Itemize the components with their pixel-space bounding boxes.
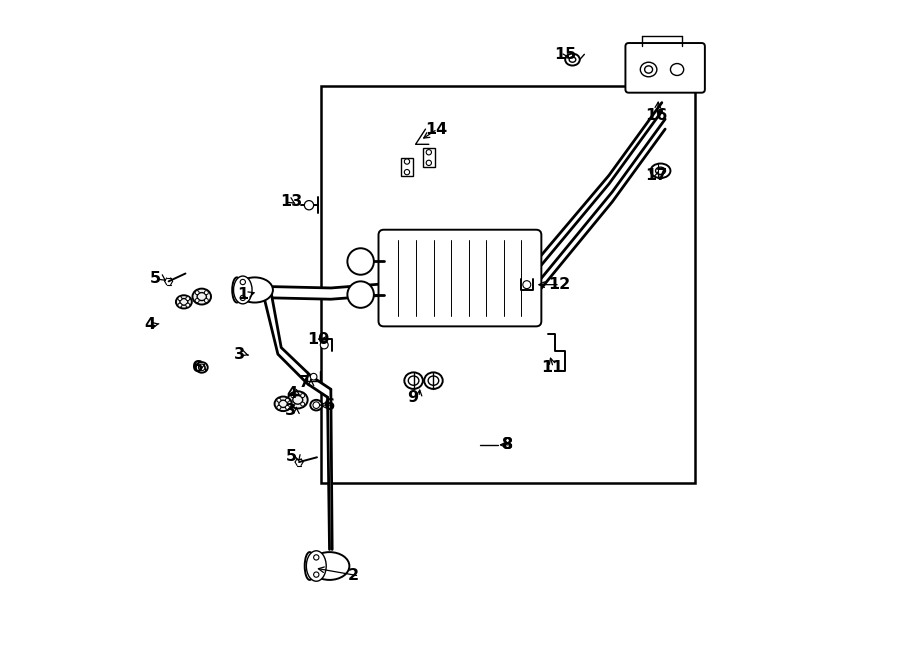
Text: 7: 7 bbox=[299, 375, 310, 390]
Circle shape bbox=[195, 291, 199, 295]
Ellipse shape bbox=[651, 164, 670, 178]
Ellipse shape bbox=[644, 66, 652, 73]
Circle shape bbox=[195, 299, 199, 303]
Text: 14: 14 bbox=[426, 122, 448, 136]
Circle shape bbox=[320, 341, 328, 349]
Circle shape bbox=[301, 402, 304, 406]
Text: 3: 3 bbox=[233, 347, 245, 361]
Ellipse shape bbox=[310, 400, 322, 410]
Polygon shape bbox=[536, 103, 662, 271]
Ellipse shape bbox=[274, 397, 292, 411]
Text: 10: 10 bbox=[308, 332, 330, 347]
Ellipse shape bbox=[306, 551, 326, 581]
Circle shape bbox=[523, 281, 531, 289]
Text: 6: 6 bbox=[192, 360, 202, 375]
Circle shape bbox=[240, 279, 246, 285]
Circle shape bbox=[204, 299, 208, 303]
Circle shape bbox=[304, 201, 313, 210]
FancyBboxPatch shape bbox=[379, 230, 542, 326]
Circle shape bbox=[178, 297, 182, 301]
Ellipse shape bbox=[569, 57, 576, 62]
Text: 6: 6 bbox=[324, 398, 336, 412]
Circle shape bbox=[404, 159, 410, 164]
Text: 9: 9 bbox=[407, 390, 418, 404]
Ellipse shape bbox=[232, 277, 241, 303]
Polygon shape bbox=[265, 293, 331, 397]
Bar bbox=[321, 86, 695, 483]
Ellipse shape bbox=[640, 62, 657, 77]
Text: 4: 4 bbox=[286, 387, 297, 401]
Circle shape bbox=[291, 394, 295, 398]
Circle shape bbox=[313, 555, 319, 560]
Text: 8: 8 bbox=[501, 438, 513, 452]
Circle shape bbox=[310, 373, 317, 380]
Circle shape bbox=[240, 295, 246, 301]
Circle shape bbox=[347, 281, 374, 308]
Circle shape bbox=[291, 402, 295, 406]
Circle shape bbox=[285, 399, 290, 402]
Circle shape bbox=[277, 399, 281, 402]
Text: 4: 4 bbox=[144, 317, 156, 332]
Ellipse shape bbox=[424, 372, 443, 389]
Circle shape bbox=[204, 291, 208, 295]
Ellipse shape bbox=[288, 391, 308, 408]
Ellipse shape bbox=[292, 396, 302, 404]
Circle shape bbox=[301, 394, 304, 398]
Circle shape bbox=[178, 303, 182, 307]
Text: 16: 16 bbox=[645, 109, 668, 123]
Polygon shape bbox=[274, 279, 410, 299]
Circle shape bbox=[427, 160, 431, 166]
Text: 17: 17 bbox=[645, 168, 668, 183]
Text: 1: 1 bbox=[237, 287, 248, 302]
Text: 13: 13 bbox=[281, 195, 302, 209]
Circle shape bbox=[198, 364, 205, 371]
Ellipse shape bbox=[237, 277, 273, 303]
Circle shape bbox=[404, 169, 410, 175]
Ellipse shape bbox=[428, 376, 438, 385]
FancyBboxPatch shape bbox=[626, 43, 705, 93]
Text: 11: 11 bbox=[542, 360, 563, 375]
Ellipse shape bbox=[193, 289, 211, 305]
Text: 3: 3 bbox=[284, 403, 295, 418]
Circle shape bbox=[277, 405, 281, 409]
Text: 5: 5 bbox=[150, 271, 161, 285]
Circle shape bbox=[185, 303, 190, 307]
Circle shape bbox=[185, 297, 190, 301]
Text: 5: 5 bbox=[286, 449, 297, 464]
Text: 2: 2 bbox=[347, 569, 358, 583]
Ellipse shape bbox=[565, 54, 580, 66]
Bar bbox=[423, 148, 435, 167]
Circle shape bbox=[313, 402, 320, 408]
Ellipse shape bbox=[310, 552, 349, 580]
Text: 15: 15 bbox=[554, 47, 577, 62]
Ellipse shape bbox=[196, 362, 208, 373]
Circle shape bbox=[427, 150, 431, 155]
Ellipse shape bbox=[409, 376, 419, 385]
Ellipse shape bbox=[670, 64, 684, 75]
Polygon shape bbox=[536, 119, 665, 295]
Ellipse shape bbox=[305, 552, 315, 580]
Ellipse shape bbox=[180, 299, 188, 305]
Ellipse shape bbox=[279, 400, 287, 407]
Circle shape bbox=[285, 405, 290, 409]
Polygon shape bbox=[328, 389, 332, 549]
Ellipse shape bbox=[176, 295, 192, 308]
Circle shape bbox=[347, 248, 374, 275]
Bar bbox=[401, 158, 413, 176]
Ellipse shape bbox=[655, 167, 665, 175]
Circle shape bbox=[313, 572, 319, 577]
Text: 12: 12 bbox=[548, 277, 571, 292]
Ellipse shape bbox=[233, 276, 252, 304]
Text: 8: 8 bbox=[501, 438, 513, 452]
Ellipse shape bbox=[404, 372, 423, 389]
Ellipse shape bbox=[197, 293, 206, 301]
